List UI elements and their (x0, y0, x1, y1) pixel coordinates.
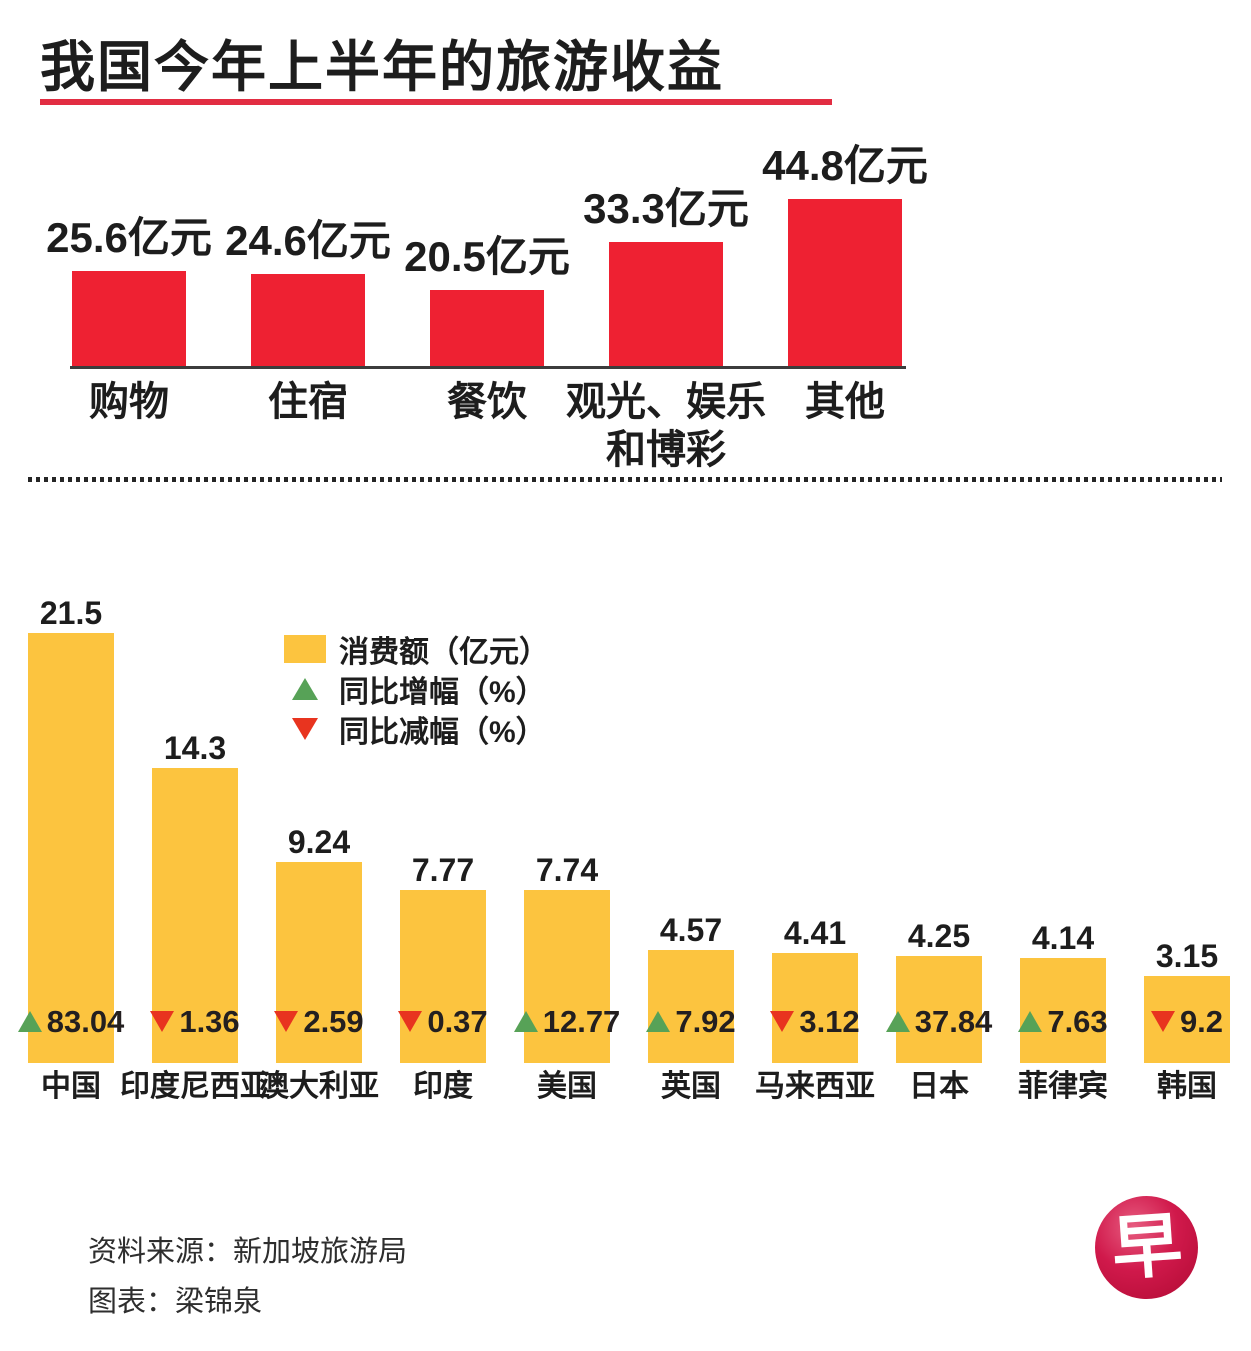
country-bar (28, 633, 114, 1063)
bar-value-label: 20.5亿元 (404, 233, 570, 280)
down-triangle-icon (770, 1010, 795, 1032)
legend-label: 消费额（亿元） (339, 636, 549, 669)
bar-country-label: 中国 (41, 1070, 101, 1103)
category-bar (72, 271, 186, 366)
bar-value-label: 25.6亿元 (46, 214, 212, 261)
bar-country-label: 澳大利亚 (259, 1070, 379, 1103)
bar-category-label: 其他 (805, 380, 885, 424)
up-triangle-icon (646, 1010, 671, 1032)
category-bar (788, 199, 902, 366)
yoy-change-value: 9.2 (1179, 1003, 1224, 1039)
legend-label: 同比减幅（%） (339, 716, 546, 749)
yoy-change-value: 7.63 (1047, 1003, 1108, 1039)
yoy-change-badge: 83.04 (17, 1001, 124, 1041)
yoy-change-value: 2.59 (303, 1003, 364, 1039)
legend: 消费额（亿元） 同比增幅（%） 同比减幅（%） (283, 629, 549, 749)
bar-value-label: 33.3亿元 (583, 185, 749, 232)
bar-value-label: 24.6亿元 (225, 217, 391, 264)
down-triangle-icon (1150, 1010, 1175, 1032)
bar-value-label: 3.15 (1155, 938, 1219, 974)
bar-value-label: 44.8亿元 (762, 142, 928, 189)
country-bar (896, 956, 982, 1063)
up-triangle-icon (1018, 1010, 1043, 1032)
yoy-change-badge: 12.77 (513, 1001, 620, 1041)
up-triangle-icon (283, 678, 327, 700)
category-bar (430, 290, 544, 366)
bar-value-label: 21.5 (39, 595, 103, 631)
yoy-change-badge: 1.36 (150, 1001, 240, 1041)
x-axis-line (70, 366, 906, 369)
yoy-change-badge: 2.59 (274, 1001, 364, 1041)
country-bar (772, 953, 858, 1063)
yoy-change-badge: 7.92 (646, 1001, 736, 1041)
bar-value-label: 4.25 (907, 918, 971, 954)
category-bar (609, 242, 723, 366)
zaobao-logo: 早 (1095, 1196, 1198, 1299)
bar-country-label: 菲律宾 (1018, 1070, 1108, 1103)
country-bar (524, 890, 610, 1063)
dotted-divider (28, 477, 1222, 482)
bar-value-label: 14.3 (163, 730, 227, 766)
yoy-change-value: 37.84 (914, 1003, 993, 1039)
legend-item-decrease: 同比减幅（%） (283, 709, 549, 749)
down-triangle-icon (283, 718, 327, 740)
legend-item-increase: 同比增幅（%） (283, 669, 549, 709)
down-triangle-icon (150, 1010, 175, 1032)
yoy-change-badge: 37.84 (885, 1001, 992, 1041)
bar-country-label: 马来西亚 (755, 1070, 875, 1103)
bar-country-label: 印度 (413, 1070, 473, 1103)
bar-value-label: 4.14 (1031, 920, 1095, 956)
down-triangle-icon (274, 1010, 299, 1032)
bar-value-label: 4.57 (659, 912, 723, 948)
category-bar (251, 274, 365, 366)
up-triangle-icon (885, 1010, 910, 1032)
yoy-change-value: 7.92 (675, 1003, 736, 1039)
yoy-change-badge: 0.37 (398, 1001, 488, 1041)
page-title: 我国今年上半年的旅游收益 (40, 36, 725, 98)
yoy-change-value: 3.12 (799, 1003, 860, 1039)
yoy-change-badge: 7.63 (1018, 1001, 1108, 1041)
country-bar (648, 950, 734, 1063)
yoy-change-badge: 3.12 (770, 1001, 860, 1041)
yoy-change-value: 12.77 (542, 1003, 621, 1039)
bar-country-label: 日本 (909, 1070, 969, 1103)
source-note: 资料来源：新加坡旅游局 (88, 1236, 408, 1268)
bar-country-label: 美国 (537, 1070, 597, 1103)
up-triangle-icon (513, 1010, 538, 1032)
legend-label: 同比增幅（%） (339, 676, 546, 709)
bar-country-label: 印度尼西亚 (120, 1070, 270, 1103)
yoy-change-value: 83.04 (46, 1003, 125, 1039)
up-triangle-icon (17, 1010, 42, 1032)
bar-value-label: 7.77 (411, 852, 475, 888)
title-underline (40, 99, 832, 105)
bar-value-label: 9.24 (287, 824, 351, 860)
bar-category-label: 购物 (89, 380, 169, 424)
yoy-change-value: 0.37 (427, 1003, 488, 1039)
legend-item-spending: 消费额（亿元） (283, 629, 549, 669)
yoy-change-badge: 9.2 (1144, 1001, 1230, 1041)
yellow-square-icon (283, 635, 327, 663)
bar-category-label: 住宿 (268, 380, 348, 424)
bar-value-label: 4.41 (783, 915, 847, 951)
bar-value-label: 7.74 (535, 852, 599, 888)
bar-country-label: 韩国 (1157, 1070, 1217, 1103)
logo-character: 早 (1108, 1205, 1185, 1289)
country-bar (400, 890, 486, 1063)
bar-category-label: 观光、娱乐 和博彩 (566, 380, 766, 472)
down-triangle-icon (398, 1010, 423, 1032)
bar-country-label: 英国 (661, 1070, 721, 1103)
bar-category-label: 餐饮 (447, 380, 527, 424)
credit-note: 图表：梁锦泉 (88, 1286, 263, 1318)
yoy-change-value: 1.36 (179, 1003, 240, 1039)
